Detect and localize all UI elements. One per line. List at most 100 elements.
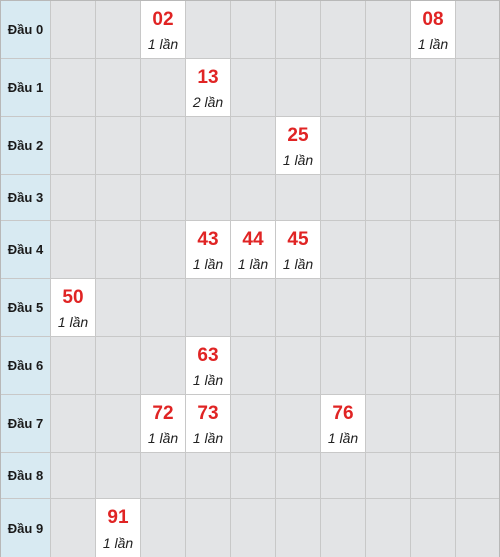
empty-cell — [456, 453, 499, 498]
empty-cell — [96, 395, 141, 452]
number-cell: 72 1 lần — [141, 395, 186, 452]
occurrence-count: 1 lần — [192, 256, 224, 272]
occurrence-count: 1 lần — [282, 152, 314, 168]
empty-cell — [456, 221, 499, 278]
empty-cell — [51, 117, 96, 174]
row-header-label: Đầu 5 — [1, 279, 51, 336]
empty-cell — [231, 279, 276, 336]
empty-cell — [51, 1, 96, 58]
empty-cell — [411, 499, 456, 557]
number-cell: 63 1 lần — [186, 337, 231, 394]
loto-number: 25 — [287, 125, 309, 146]
empty-cell — [276, 395, 321, 452]
occurrence-count: 1 lần — [237, 256, 269, 272]
empty-cell — [96, 337, 141, 394]
empty-cell — [276, 337, 321, 394]
empty-cell — [276, 1, 321, 58]
row-header-label: Đầu 1 — [1, 59, 51, 116]
number-cell: 13 2 lần — [186, 59, 231, 116]
empty-cell — [411, 337, 456, 394]
empty-cell — [141, 453, 186, 498]
empty-cell — [141, 221, 186, 278]
empty-cell — [321, 279, 366, 336]
table-row: Đầu 9 91 1 lần — [1, 499, 499, 557]
loto-number: 45 — [287, 229, 309, 250]
empty-cell — [231, 59, 276, 116]
empty-cell — [366, 395, 411, 452]
empty-cell — [276, 59, 321, 116]
empty-cell — [411, 279, 456, 336]
number-cell: 50 1 lần — [51, 279, 96, 336]
empty-cell — [321, 337, 366, 394]
empty-cell — [51, 395, 96, 452]
empty-cell — [141, 175, 186, 220]
empty-cell — [51, 221, 96, 278]
empty-cell — [276, 499, 321, 557]
empty-cell — [186, 499, 231, 557]
empty-cell — [366, 175, 411, 220]
table-row: Đầu 4 43 1 lần 44 1 lần 45 1 lần — [1, 221, 499, 279]
empty-cell — [456, 1, 499, 58]
empty-cell — [456, 59, 499, 116]
empty-cell — [51, 453, 96, 498]
empty-cell — [51, 337, 96, 394]
occurrence-count: 2 lần — [192, 94, 224, 110]
occurrence-count: 1 lần — [57, 314, 89, 330]
empty-cell — [231, 499, 276, 557]
empty-cell — [366, 1, 411, 58]
empty-cell — [456, 395, 499, 452]
row-header-label: Đầu 7 — [1, 395, 51, 452]
empty-cell — [96, 453, 141, 498]
empty-cell — [456, 175, 499, 220]
number-cell: 08 1 lần — [411, 1, 456, 58]
table-row: Đầu 8 — [1, 453, 499, 499]
empty-cell — [186, 1, 231, 58]
empty-cell — [51, 175, 96, 220]
loto-number: 91 — [107, 507, 129, 528]
empty-cell — [276, 279, 321, 336]
occurrence-count: 1 lần — [192, 372, 224, 388]
empty-cell — [411, 117, 456, 174]
loto-number: 76 — [332, 403, 354, 424]
empty-cell — [411, 221, 456, 278]
row-header-label: Đầu 2 — [1, 117, 51, 174]
empty-cell — [186, 279, 231, 336]
empty-cell — [456, 117, 499, 174]
empty-cell — [411, 175, 456, 220]
number-cell: 45 1 lần — [276, 221, 321, 278]
loto-number: 72 — [152, 403, 174, 424]
empty-cell — [141, 337, 186, 394]
loto-number: 50 — [62, 287, 84, 308]
empty-cell — [96, 59, 141, 116]
empty-cell — [276, 453, 321, 498]
empty-cell — [411, 395, 456, 452]
number-cell: 73 1 lần — [186, 395, 231, 452]
empty-cell — [366, 59, 411, 116]
number-cell: 44 1 lần — [231, 221, 276, 278]
occurrence-count: 1 lần — [147, 430, 179, 446]
empty-cell — [141, 117, 186, 174]
loto-number: 13 — [197, 67, 219, 88]
empty-cell — [366, 499, 411, 557]
empty-cell — [321, 175, 366, 220]
table-row: Đầu 0 02 1 lần 08 1 lần — [1, 1, 499, 59]
table-row: Đầu 1 13 2 lần — [1, 59, 499, 117]
empty-cell — [186, 117, 231, 174]
row-header-label: Đầu 4 — [1, 221, 51, 278]
loto-number: 43 — [197, 229, 219, 250]
loto-number: 63 — [197, 345, 219, 366]
row-header-label: Đầu 3 — [1, 175, 51, 220]
table-row: Đầu 3 — [1, 175, 499, 221]
empty-cell — [96, 279, 141, 336]
number-cell: 91 1 lần — [96, 499, 141, 557]
empty-cell — [321, 499, 366, 557]
occurrence-count: 1 lần — [192, 430, 224, 446]
empty-cell — [321, 221, 366, 278]
empty-cell — [141, 279, 186, 336]
occurrence-count: 1 lần — [327, 430, 359, 446]
row-header-label: Đầu 8 — [1, 453, 51, 498]
empty-cell — [231, 1, 276, 58]
empty-cell — [456, 279, 499, 336]
empty-cell — [321, 117, 366, 174]
empty-cell — [231, 175, 276, 220]
